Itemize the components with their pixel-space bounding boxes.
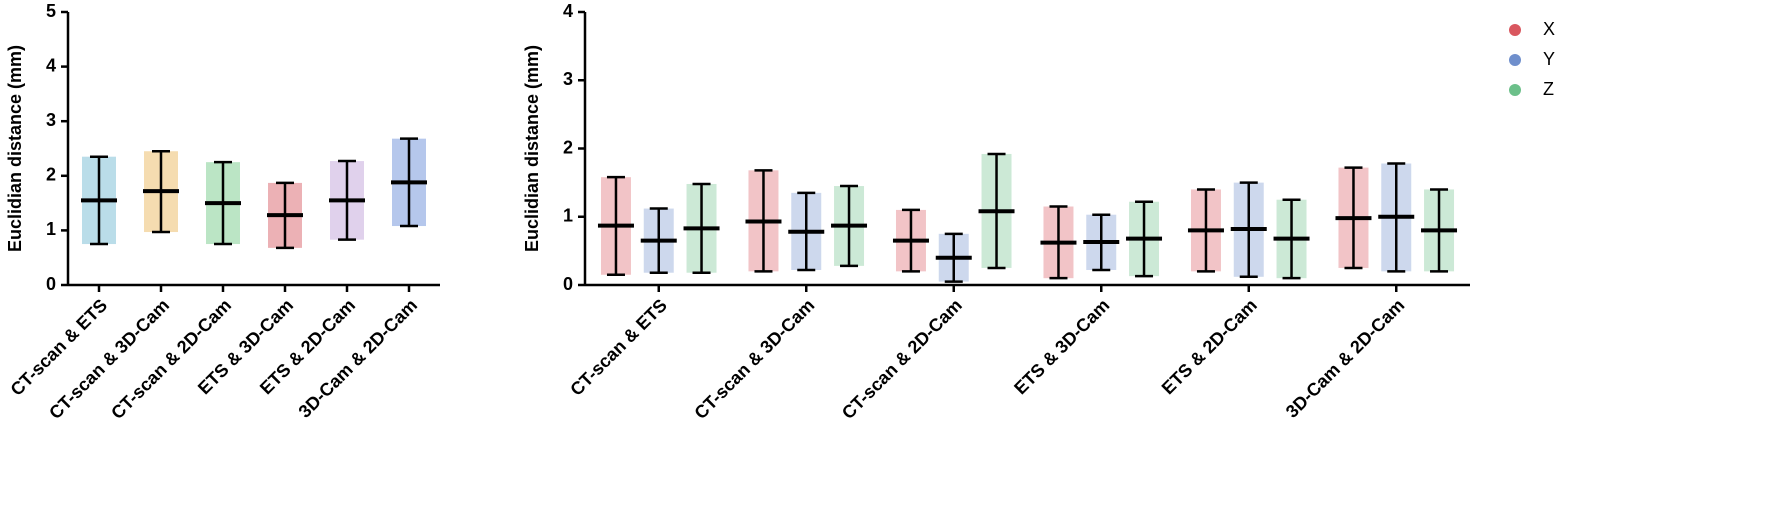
y-tick-label: 4 <box>563 1 573 21</box>
y-tick-label: 2 <box>46 165 56 185</box>
x-tick-label: CT-scan & 2D-Cam <box>107 295 235 423</box>
x-tick-label: ETS & 2D-Cam <box>1158 295 1261 398</box>
y-tick-label: 3 <box>563 69 573 89</box>
legend-label: Z <box>1543 79 1554 99</box>
x-tick-label: CT-scan & ETS <box>566 295 671 400</box>
legend-marker <box>1509 54 1521 66</box>
y-tick-label: 3 <box>46 110 56 130</box>
x-tick-label: 3D-Cam & 2D-Cam <box>295 295 422 422</box>
y-tick-label: 1 <box>46 219 56 239</box>
legend-marker <box>1509 24 1521 36</box>
y-tick-label: 2 <box>563 137 573 157</box>
x-tick-label: CT-scan & 3D-Cam <box>45 295 173 423</box>
x-tick-label: ETS & 3D-Cam <box>1010 295 1113 398</box>
y-axis-title: Euclidian distance (mm) <box>522 45 542 252</box>
x-tick-label: 3D-Cam & 2D-Cam <box>1282 295 1409 422</box>
y-tick-label: 5 <box>46 1 56 21</box>
y-tick-label: 1 <box>563 206 573 226</box>
y-tick-label: 4 <box>46 55 56 75</box>
legend-label: Y <box>1543 49 1555 69</box>
legend-marker <box>1509 84 1521 96</box>
y-tick-label: 0 <box>46 274 56 294</box>
y-axis-title: Euclidian distance (mm) <box>5 45 25 252</box>
legend-label: X <box>1543 19 1555 39</box>
x-tick-label: CT-scan & 3D-Cam <box>690 295 818 423</box>
y-tick-label: 0 <box>563 274 573 294</box>
x-tick-label: CT-scan & 2D-Cam <box>838 295 966 423</box>
